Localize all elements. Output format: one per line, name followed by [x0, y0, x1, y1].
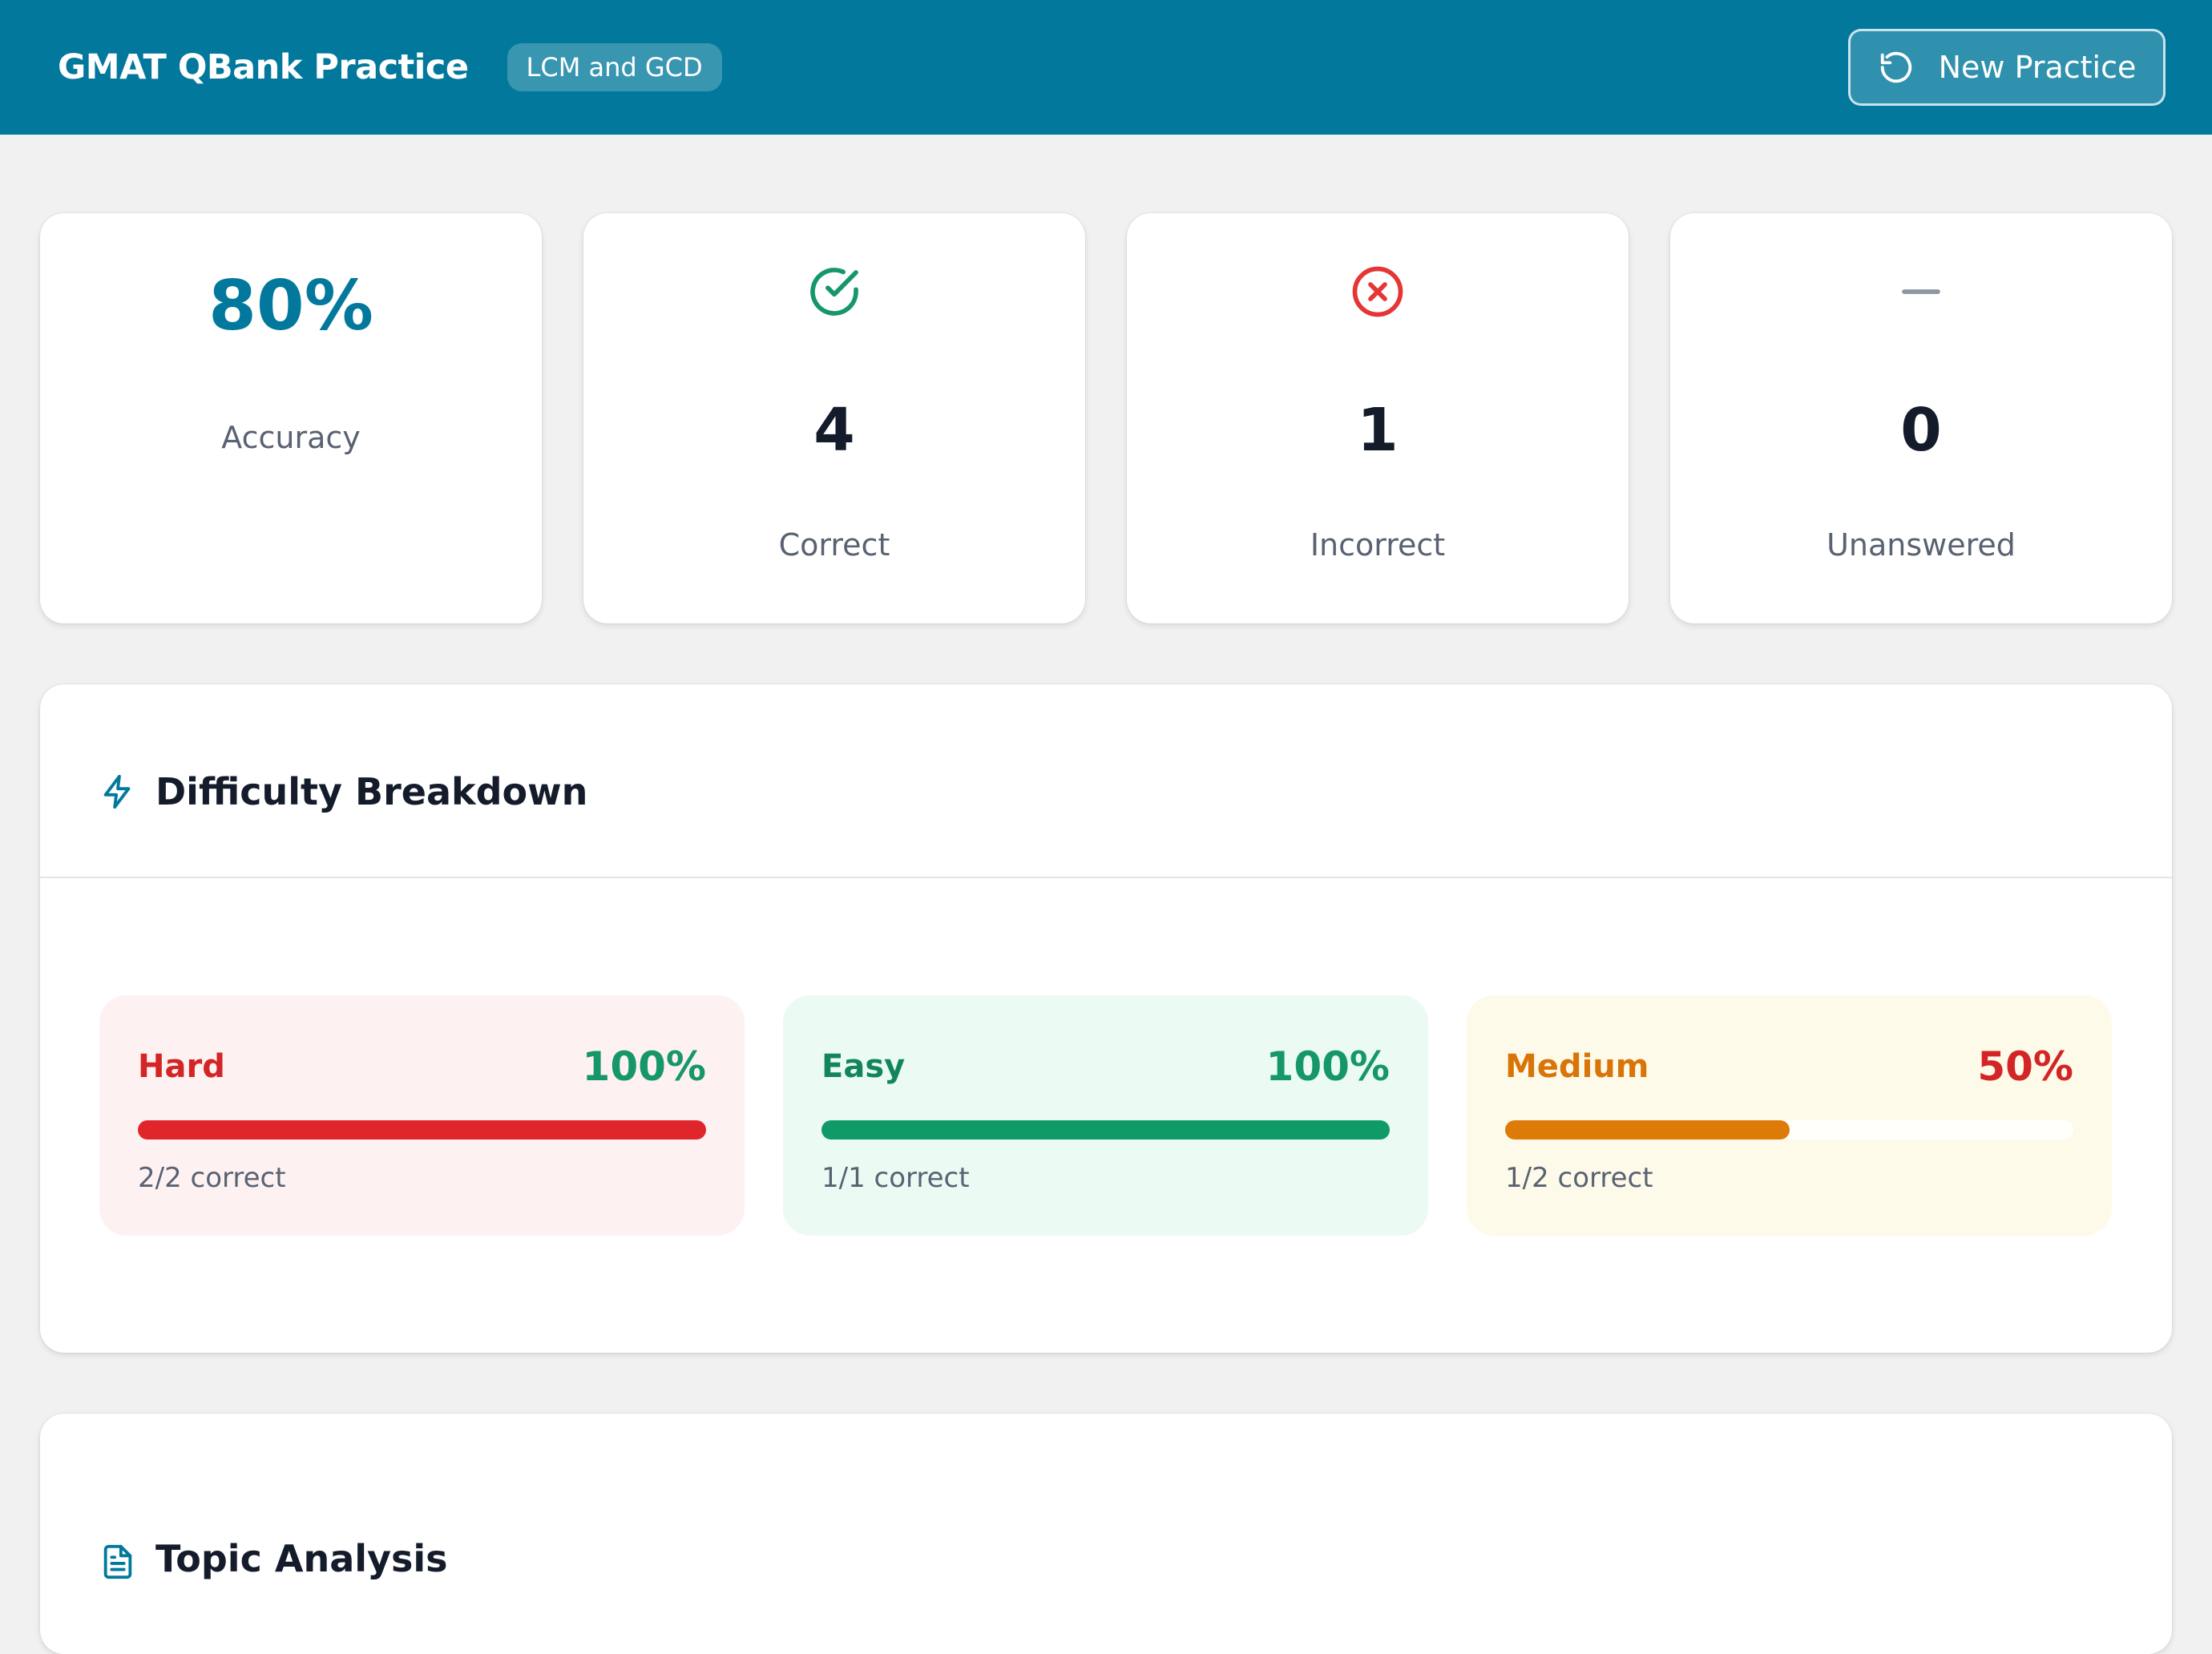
- difficulty-card-easy: Easy 100% 1/1 correct: [783, 995, 1428, 1236]
- difficulty-panel: Difficulty Breakdown Hard 100% 2/2 corre…: [40, 684, 2172, 1353]
- difficulty-header: Difficulty Breakdown: [40, 684, 2172, 878]
- minus-icon: [1902, 289, 1940, 294]
- difficulty-percent: 100%: [1265, 1043, 1390, 1090]
- difficulty-progress-fill: [138, 1120, 706, 1140]
- accuracy-card: 80% Accuracy: [40, 213, 542, 623]
- correct-value: 4: [813, 396, 855, 465]
- difficulty-note: 2/2 correct: [138, 1162, 286, 1194]
- document-icon: [103, 1544, 132, 1579]
- difficulty-progress-track: [138, 1120, 706, 1140]
- incorrect-label: Incorrect: [1310, 527, 1446, 563]
- correct-card: 4 Correct: [583, 213, 1085, 623]
- topic-badge: LCM and GCD: [507, 43, 722, 91]
- check-circle-icon: [810, 268, 858, 316]
- topic-panel: Topic Analysis: [40, 1414, 2172, 1654]
- lightning-icon: [103, 774, 131, 809]
- difficulty-progress-track: [821, 1120, 1390, 1140]
- correct-label: Correct: [778, 527, 890, 563]
- difficulty-percent: 50%: [1977, 1043, 2073, 1090]
- difficulty-percent: 100%: [582, 1043, 706, 1090]
- incorrect-card: 1 Incorrect: [1127, 213, 1629, 623]
- app-title: GMAT QBank Practice: [58, 47, 469, 87]
- difficulty-progress-fill: [1505, 1120, 1790, 1140]
- new-practice-button[interactable]: New Practice: [1848, 29, 2166, 106]
- difficulty-progress-fill: [821, 1120, 1390, 1140]
- difficulty-card-medium: Medium 50% 1/2 correct: [1467, 995, 2112, 1236]
- difficulty-note: 1/2 correct: [1505, 1162, 1653, 1194]
- unanswered-label: Unanswered: [1827, 527, 2016, 563]
- accuracy-label: Accuracy: [221, 420, 361, 455]
- unanswered-value: 0: [1900, 396, 1942, 465]
- difficulty-card-hard: Hard 100% 2/2 correct: [99, 995, 745, 1236]
- stats-row: 80% Accuracy 4 Correct 1 Incorrect 0 Una…: [40, 213, 2172, 623]
- difficulty-name: Easy: [821, 1048, 906, 1085]
- difficulty-row: Hard 100% 2/2 correct Easy 100% 1/1 corr…: [99, 995, 2113, 1236]
- difficulty-name: Medium: [1505, 1048, 1649, 1085]
- difficulty-progress-track: [1505, 1120, 2073, 1140]
- app-header: GMAT QBank Practice LCM and GCD New Prac…: [0, 0, 2212, 135]
- accuracy-value: 80%: [208, 266, 373, 346]
- unanswered-card: 0 Unanswered: [1670, 213, 2172, 623]
- difficulty-title: Difficulty Breakdown: [155, 770, 588, 813]
- difficulty-name: Hard: [138, 1048, 225, 1085]
- incorrect-value: 1: [1357, 396, 1399, 465]
- new-practice-label: New Practice: [1938, 50, 2137, 85]
- topic-title: Topic Analysis: [155, 1537, 448, 1580]
- refresh-icon: [1880, 51, 1911, 83]
- difficulty-note: 1/1 correct: [821, 1162, 970, 1194]
- x-circle-icon: [1352, 266, 1403, 317]
- topic-header: Topic Analysis: [40, 1414, 2172, 1587]
